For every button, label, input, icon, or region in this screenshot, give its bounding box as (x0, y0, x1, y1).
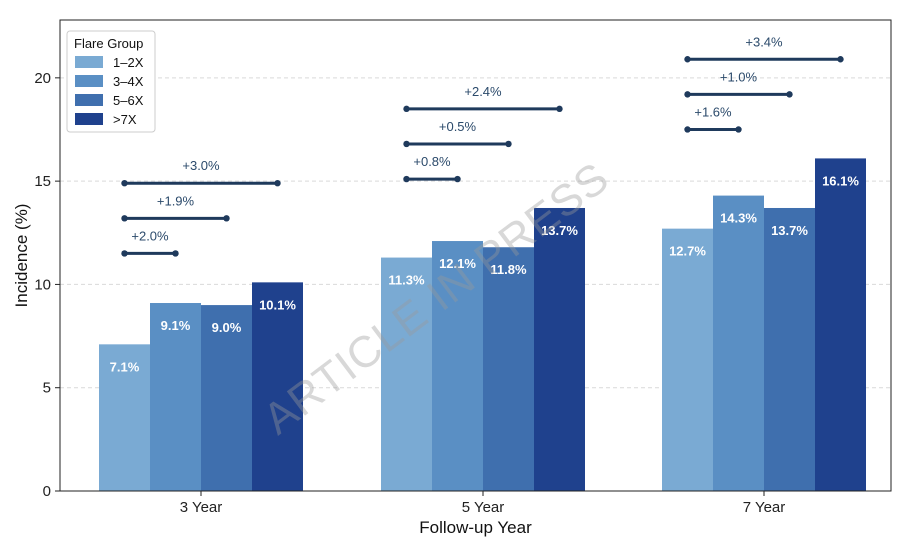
x-axis-ticks: 3 Year 5 Year 7 Year (180, 491, 786, 516)
annotation-endpoint (684, 56, 691, 63)
y-axis-title: Incidence (%) (12, 204, 31, 308)
legend-entry-label: 1–2X (113, 55, 144, 70)
y-tick-label: 15 (34, 173, 51, 190)
bar (432, 241, 483, 491)
bar (381, 257, 432, 491)
annotation-endpoint (121, 179, 128, 187)
annotation-label: +3.4% (745, 34, 783, 49)
annotation-label: +2.4% (464, 84, 502, 99)
annotation-label: +1.9% (157, 193, 195, 208)
annotation-endpoint (684, 91, 691, 98)
annotation-label: +1.6% (694, 104, 732, 119)
bar (662, 228, 713, 492)
annotation-label: +1.0% (720, 69, 758, 84)
bar-value-label: 13.7% (541, 223, 578, 238)
annotation-endpoint (403, 105, 410, 113)
bar-value-label: 11.3% (388, 273, 425, 288)
bar (764, 207, 815, 491)
bar (150, 303, 201, 491)
bar-labels: 7.1% 9.1% 9.0% 10.1% 11.3% 12.1% 11.8% 13.7% 12.… (110, 173, 860, 374)
annotation-endpoint (556, 105, 563, 113)
annotation-endpoint (403, 175, 410, 183)
annotation-endpoint (121, 250, 128, 257)
annotation-endpoint (735, 126, 742, 133)
bar-value-label: 16.1% (822, 173, 859, 188)
legend: Flare Group 1–2X 3–4X 5–6X >7X (66, 30, 156, 133)
annotation-label: +3.0% (182, 158, 220, 173)
bar-value-label: 9.1% (161, 318, 191, 333)
y-tick-label: 0 (43, 483, 51, 500)
annotation-endpoint (223, 215, 230, 222)
bar-value-label: 12.1% (439, 256, 476, 271)
annotation-endpoint (786, 91, 793, 98)
bar-value-label: 12.7% (669, 244, 706, 259)
annotation-label: +0.8% (413, 154, 451, 169)
annotation-endpoint (403, 140, 410, 148)
annotation-endpoint (172, 250, 179, 257)
y-tick-label: 10 (34, 276, 51, 293)
bars (99, 158, 866, 492)
x-tick-label: 3 Year (180, 499, 223, 516)
y-tick-label: 5 (43, 380, 51, 397)
legend-swatch (75, 56, 103, 68)
legend-swatch (75, 113, 103, 125)
legend-title: Flare Group (74, 36, 143, 51)
bar (252, 282, 303, 491)
bar (815, 158, 866, 491)
bar (534, 207, 585, 491)
annotations: +2.0% +1.9% +3.0% +0.8% +0.5% +2.4% +1.6% +1.0%… (121, 34, 844, 257)
bar-value-label: 11.8% (490, 262, 527, 277)
legend-swatch (75, 94, 103, 106)
y-tick-label: 20 (34, 70, 51, 87)
annotation-endpoint (274, 179, 281, 187)
annotation-label: +0.5% (439, 119, 477, 134)
annotation-endpoint (505, 140, 512, 148)
bar (483, 247, 534, 491)
y-axis-ticks: 0 5 10 15 20 (34, 70, 60, 500)
legend-entry-label: >7X (113, 112, 137, 127)
annotation-label: +2.0% (131, 228, 169, 243)
legend-swatch (75, 75, 103, 87)
x-tick-label: 5 Year (462, 499, 505, 516)
bar (201, 305, 252, 491)
annotation-endpoint (837, 56, 844, 63)
bar-value-label: 14.3% (720, 211, 757, 226)
bar-value-label: 9.0% (212, 320, 242, 335)
annotation-endpoint (121, 215, 128, 222)
annotation-endpoint (454, 175, 461, 183)
bar-value-label: 10.1% (259, 297, 296, 312)
legend-entry-label: 3–4X (113, 74, 144, 89)
x-tick-label: 7 Year (743, 499, 786, 516)
annotation-endpoint (684, 126, 691, 133)
x-axis-title: Follow-up Year (419, 518, 532, 537)
bar-value-label: 7.1% (110, 359, 140, 374)
bar (99, 344, 150, 491)
bar (713, 195, 764, 491)
bar-value-label: 13.7% (771, 223, 808, 238)
legend-entry-label: 5–6X (113, 93, 144, 108)
plot-frame (59, 19, 892, 492)
